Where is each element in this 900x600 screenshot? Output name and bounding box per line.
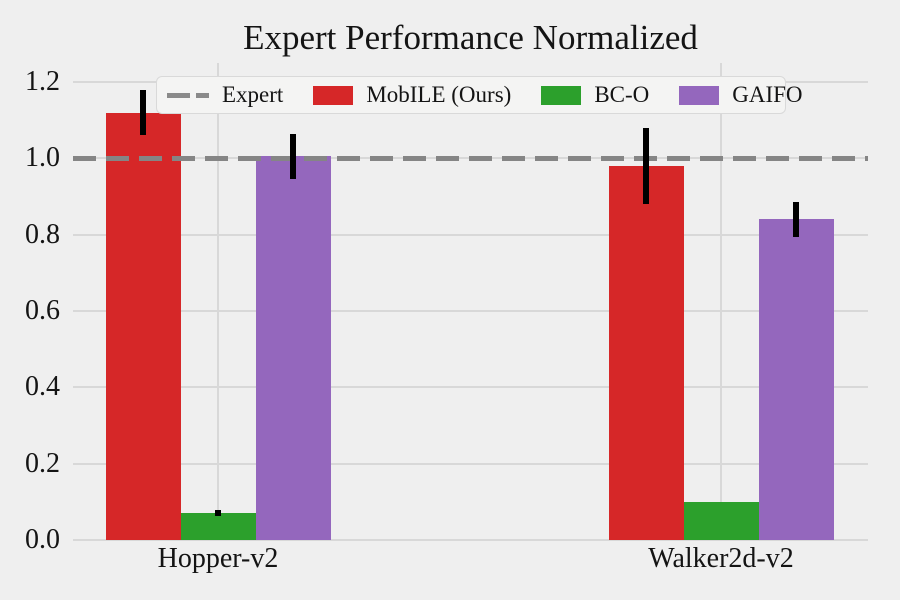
y-tick-label-0-4: 0.4 (25, 371, 60, 403)
y-gridline-0-8 (73, 233, 868, 236)
x-tick-label-walker2d-v2: Walker2d-v2 (648, 543, 794, 574)
legend-color-swatch-gaifo (679, 85, 720, 105)
legend-label-bc-o: BC-O (594, 82, 650, 107)
bar-gaifo-walker2d-v2 (758, 219, 834, 540)
expert-reference-line (73, 155, 868, 161)
bar-bc-o-walker2d-v2 (683, 501, 759, 540)
error-bar-mobile-ours-hopper-v2 (140, 89, 146, 136)
y-gridline-0-6 (73, 310, 868, 312)
legend-label-gaifo: GAIFO (732, 82, 803, 107)
y-gridline-0-4 (73, 386, 868, 389)
y-gridline-0-2 (73, 462, 868, 465)
legend-color-swatch-mobile-ours (313, 85, 354, 105)
y-tick-label-1-2: 1.2 (25, 66, 60, 97)
bar-gaifo-hopper-v2 (255, 156, 331, 540)
chart-title: Expert Performance Normalized (243, 18, 698, 57)
y-tick-label-0-0: 0.0 (25, 524, 60, 555)
bar-mobile-ours-walker2d-v2 (608, 165, 684, 540)
legend-item-gaifo: GAIFO (679, 82, 803, 108)
y-tick-label-0-8: 0.8 (25, 218, 60, 250)
y-tick-label-1-0: 1.0 (25, 142, 60, 174)
y-tick-label-0-2: 0.2 (25, 447, 60, 479)
legend-label-expert: Expert (222, 82, 284, 107)
y-gridline-0-0 (73, 539, 868, 541)
bar-mobile-ours-hopper-v2 (105, 112, 181, 540)
y-tick-label-0-6: 0.6 (25, 295, 60, 326)
legend-label-mobile-ours: MobILE (Ours) (366, 82, 512, 107)
x-gridline-hopper-v2 (217, 63, 219, 540)
legend-dash-swatch (167, 92, 209, 98)
bar-bc-o-hopper-v2 (180, 513, 256, 540)
legend-color-swatch-bc-o (541, 85, 582, 105)
error-bar-bc-o-hopper-v2 (215, 510, 221, 517)
x-gridline-walker2d-v2 (720, 63, 722, 540)
error-bar-gaifo-walker2d-v2 (793, 202, 799, 237)
legend-item-mobile-ours: MobILE (Ours) (313, 82, 511, 108)
legend-item-bc-o: BC-O (541, 82, 649, 108)
legend: Expert MobILE (Ours) BC-O GAIFO (156, 76, 803, 114)
legend-item-expert: Expert (167, 82, 283, 108)
error-bar-mobile-ours-walker2d-v2 (643, 127, 649, 205)
error-bar-gaifo-hopper-v2 (290, 133, 296, 180)
x-tick-label-hopper-v2: Hopper-v2 (157, 543, 279, 574)
